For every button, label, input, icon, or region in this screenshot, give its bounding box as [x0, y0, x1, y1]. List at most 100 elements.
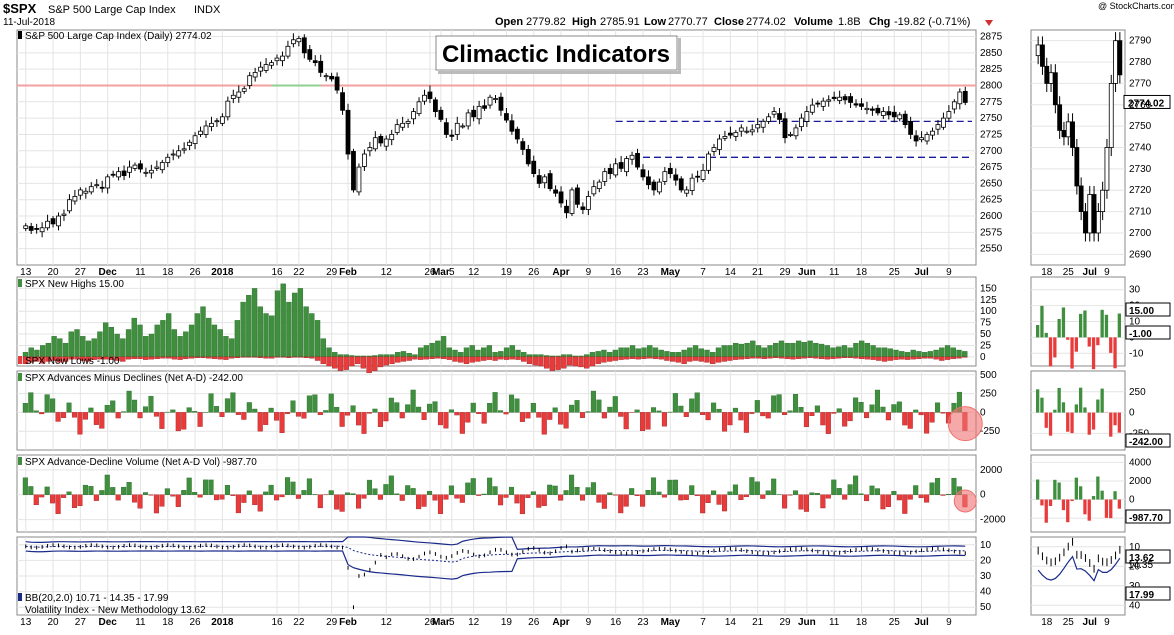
new-high-bar	[417, 347, 424, 358]
positive-bar	[858, 493, 864, 495]
new-low-bar	[555, 356, 561, 370]
negative-bar	[295, 494, 301, 499]
new-high-bar	[303, 306, 309, 358]
negative-bar	[295, 412, 301, 417]
new-low-bar	[446, 356, 452, 360]
positive-bar	[814, 493, 820, 495]
new-low-bar	[314, 356, 321, 361]
inset-bb-lower-line	[1037, 555, 1121, 582]
inset-bar	[1040, 397, 1044, 413]
positive-bar	[213, 406, 220, 413]
new-high-bar	[681, 349, 687, 358]
candle-up	[252, 72, 258, 78]
new-high-bar	[624, 347, 630, 358]
negative-bar	[377, 494, 383, 500]
negative-bar	[377, 412, 383, 427]
new-low-bar	[492, 356, 498, 361]
positive-bar	[754, 481, 760, 495]
inset-panel-vix	[1030, 536, 1126, 616]
new-low-bar	[933, 356, 939, 360]
negative-bar	[716, 494, 722, 505]
price-y-tick-label: 2850	[980, 48, 1003, 59]
x-tick-label: 18	[162, 617, 174, 628]
price-y-tick-label: 2575	[980, 227, 1003, 238]
positive-bar	[28, 486, 34, 495]
positive-bar	[530, 491, 536, 495]
new-high-bar	[813, 342, 819, 358]
negative-bar	[645, 412, 651, 430]
x-tick-label: 23	[637, 617, 649, 628]
vix-label: Volatility Index - New Methodology 13.62	[25, 605, 206, 616]
candle-up	[192, 135, 198, 144]
new-high-bar	[177, 336, 183, 358]
candle-up	[711, 147, 717, 152]
new-high-bar	[320, 338, 326, 358]
new-high-bar	[120, 338, 126, 358]
negative-bar	[803, 494, 809, 512]
inset-x-tick-label: 25	[1063, 267, 1075, 278]
bb-lower-line	[25, 550, 966, 580]
inset-bar	[1096, 337, 1100, 346]
positive-bar	[547, 484, 553, 495]
inset-hl-y-tick-label: 30	[1129, 285, 1141, 296]
positive-bar	[323, 410, 329, 413]
new-high-bar	[280, 283, 286, 358]
positive-bar	[410, 389, 416, 413]
negative-bar	[421, 494, 427, 507]
negative-bar	[924, 412, 930, 434]
inset-bar	[1104, 499, 1109, 518]
negative-bar	[175, 412, 181, 432]
x-tick-label: 29	[326, 617, 338, 628]
bb-mid-line	[25, 545, 966, 563]
x-tick-label: 16	[271, 267, 283, 278]
candle-down	[471, 109, 477, 118]
positive-bar	[498, 410, 504, 413]
positive-bar	[858, 401, 864, 413]
new-high-bar	[744, 342, 750, 358]
positive-bar	[306, 478, 312, 495]
positive-bar	[121, 486, 127, 495]
ad-y-tick-label: 0	[980, 407, 986, 418]
inset-candle	[1087, 194, 1093, 234]
positive-bar	[383, 484, 389, 495]
bb-label: BB(20,2.0) 10.71 - 14.35 - 17.99	[25, 593, 169, 604]
new-high-bar	[635, 348, 641, 358]
new-high-bar	[62, 342, 69, 358]
negative-bar	[399, 412, 405, 419]
x-tick-label: 9	[586, 617, 592, 628]
new-lows-label: SPX New Lows -1.00	[25, 356, 120, 367]
x-tick-label: Jul	[914, 617, 929, 628]
inset-bar	[1100, 388, 1104, 413]
new-high-bar	[778, 340, 785, 358]
candle-up	[613, 163, 619, 176]
new-high-bar	[372, 355, 378, 358]
new-high-bar	[532, 354, 538, 358]
inset-price-y-tick-label: 2710	[1129, 207, 1152, 218]
new-low-bar	[102, 356, 109, 360]
positive-bar	[366, 479, 372, 495]
new-low-bar	[269, 356, 275, 359]
ad-tag: -242.00	[1129, 437, 1163, 448]
candle-down	[427, 91, 433, 99]
inset-bar	[1061, 307, 1066, 338]
inset-price-y-tick-label: 2740	[1129, 143, 1152, 154]
new-high-bar	[492, 352, 498, 358]
positive-bar	[28, 392, 34, 413]
candle-up	[946, 111, 952, 119]
positive-bar	[181, 490, 187, 495]
new-low-bar	[429, 356, 435, 359]
new-high-bar	[824, 345, 830, 358]
new-low-bar	[618, 356, 624, 360]
positive-bar	[896, 401, 902, 413]
x-tick-label: 20	[47, 617, 59, 628]
negative-bar	[519, 412, 525, 422]
inset-bar	[1066, 499, 1070, 523]
candle-down	[673, 174, 679, 181]
new-high-bar	[561, 354, 567, 358]
new-low-bar	[137, 356, 143, 359]
candle-down	[34, 228, 40, 230]
positive-bar	[716, 408, 722, 413]
negative-bar	[437, 494, 444, 514]
candle-up	[165, 156, 171, 163]
